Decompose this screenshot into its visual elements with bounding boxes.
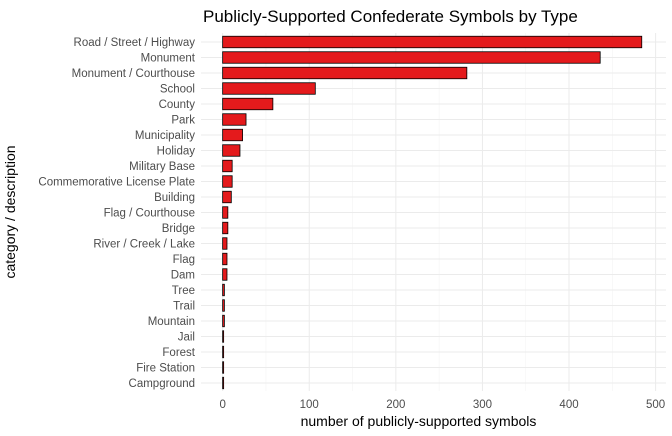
bar — [222, 252, 228, 266]
y-tick-label: Monument / Courthouse — [72, 68, 195, 80]
bar — [222, 330, 225, 343]
y-tick-label: Tree — [172, 285, 195, 297]
y-tick-label: Dam — [171, 270, 195, 282]
bar — [222, 376, 225, 390]
y-tick-label: River / Creek / Lake — [93, 239, 195, 251]
y-tick-label: Fire Station — [136, 363, 195, 375]
bar — [222, 175, 233, 188]
bar — [222, 268, 228, 281]
y-tick-label: Holiday — [157, 146, 196, 158]
y-tick-labels: Road / Street / Highway Monument Monument … — [38, 37, 195, 390]
bars — [222, 35, 643, 390]
bar — [222, 190, 232, 204]
y-tick-label: Mountain — [148, 316, 195, 328]
y-tick-label: Road / Street / Highway — [74, 37, 196, 49]
y-tick-label: Flag / Courthouse — [104, 208, 195, 220]
bar — [222, 283, 225, 297]
x-tick-label: 0 — [219, 399, 225, 411]
y-tick-label: Jail — [178, 332, 195, 344]
bar — [222, 299, 225, 312]
y-tick-label: School — [160, 84, 195, 96]
x-tick-label: 200 — [386, 399, 405, 411]
y-tick-label: Monument — [141, 53, 196, 65]
x-tick-label: 500 — [646, 399, 665, 411]
bar — [222, 128, 243, 142]
bar — [222, 361, 225, 374]
x-axis-title: number of publicly-supported symbols — [301, 413, 537, 429]
bar — [222, 345, 225, 359]
bar — [222, 237, 228, 250]
y-tick-label: Trail — [173, 301, 195, 313]
y-tick-label: Bridge — [162, 223, 195, 235]
y-tick-label: Flag — [173, 254, 195, 266]
x-tick-label: 300 — [473, 399, 492, 411]
y-tick-label: Military Base — [129, 161, 195, 173]
bar — [222, 206, 229, 219]
x-tick-label: 100 — [300, 399, 319, 411]
x-tick-label: 400 — [559, 399, 578, 411]
x-tick-labels: 0 100 200 300 400 500 — [219, 399, 665, 411]
bar — [222, 159, 233, 173]
bar — [222, 82, 316, 95]
bar — [222, 97, 274, 111]
y-tick-label: Forest — [162, 347, 195, 359]
y-tick-label: Commemorative License Plate — [38, 177, 195, 189]
bar — [222, 113, 247, 126]
bar — [222, 221, 229, 235]
y-tick-label: Municipality — [135, 130, 195, 142]
y-tick-label: Building — [154, 192, 195, 204]
bar — [222, 314, 225, 328]
bar — [222, 35, 643, 49]
y-axis-title: category / description — [2, 145, 18, 278]
chart-title: Publicly-Supported Confederate Symbols b… — [203, 7, 578, 26]
y-tick-label: Campground — [129, 378, 195, 390]
bar — [222, 144, 241, 157]
bar — [222, 66, 468, 80]
y-tick-label: Park — [171, 115, 195, 127]
y-tick-label: County — [159, 99, 196, 111]
bar — [222, 51, 601, 64]
